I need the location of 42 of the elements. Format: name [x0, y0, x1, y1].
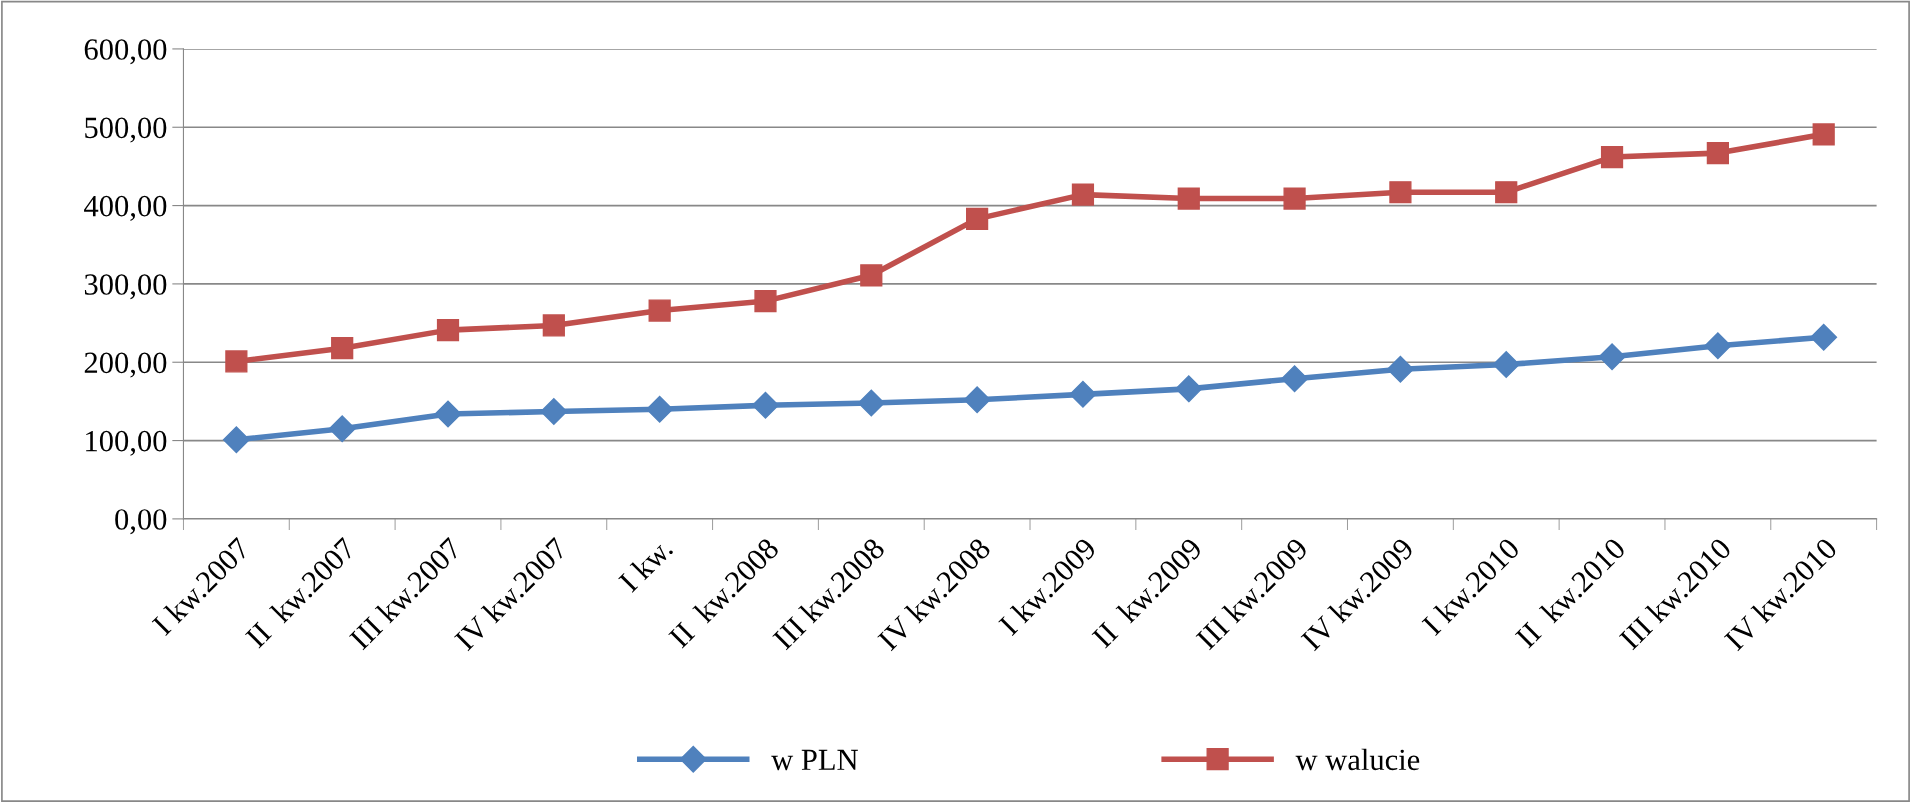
point — [648, 299, 671, 322]
point — [1389, 181, 1412, 204]
point — [1069, 380, 1097, 408]
legend-label: w PLN — [771, 749, 858, 771]
y-tick-label: 100,00 — [86, 430, 167, 456]
point — [754, 290, 777, 313]
point — [857, 389, 885, 417]
point — [1598, 343, 1626, 371]
point — [966, 207, 989, 231]
point — [1495, 181, 1518, 204]
point — [542, 314, 565, 337]
point — [963, 386, 991, 414]
x-tick-label: I kw. — [617, 536, 674, 594]
point — [1600, 145, 1624, 169]
point — [1704, 332, 1732, 360]
point — [540, 398, 568, 426]
point — [328, 415, 356, 443]
point — [1386, 355, 1414, 383]
point — [222, 426, 250, 454]
point — [1706, 141, 1729, 165]
point — [1810, 323, 1838, 351]
point — [860, 264, 883, 287]
y-tick-label: 400,00 — [84, 195, 167, 221]
point — [1812, 123, 1835, 146]
point — [1281, 365, 1309, 393]
point — [1071, 183, 1095, 206]
point — [1175, 375, 1203, 403]
point — [1283, 187, 1306, 210]
legend-label: w walucie — [1295, 748, 1420, 771]
point — [646, 395, 674, 423]
y-tick-label: 300,00 — [84, 274, 167, 300]
point — [1177, 187, 1200, 210]
point — [331, 337, 354, 360]
point — [225, 350, 248, 373]
point — [752, 391, 779, 419]
y-tick-label: 500,00 — [85, 117, 167, 143]
point — [434, 400, 462, 428]
point — [436, 319, 460, 342]
y-tick-label: 600,00 — [84, 39, 167, 65]
point — [1492, 351, 1520, 379]
y-tick-label: 0,00 — [115, 509, 167, 535]
y-tick-label: 200,00 — [84, 352, 167, 378]
